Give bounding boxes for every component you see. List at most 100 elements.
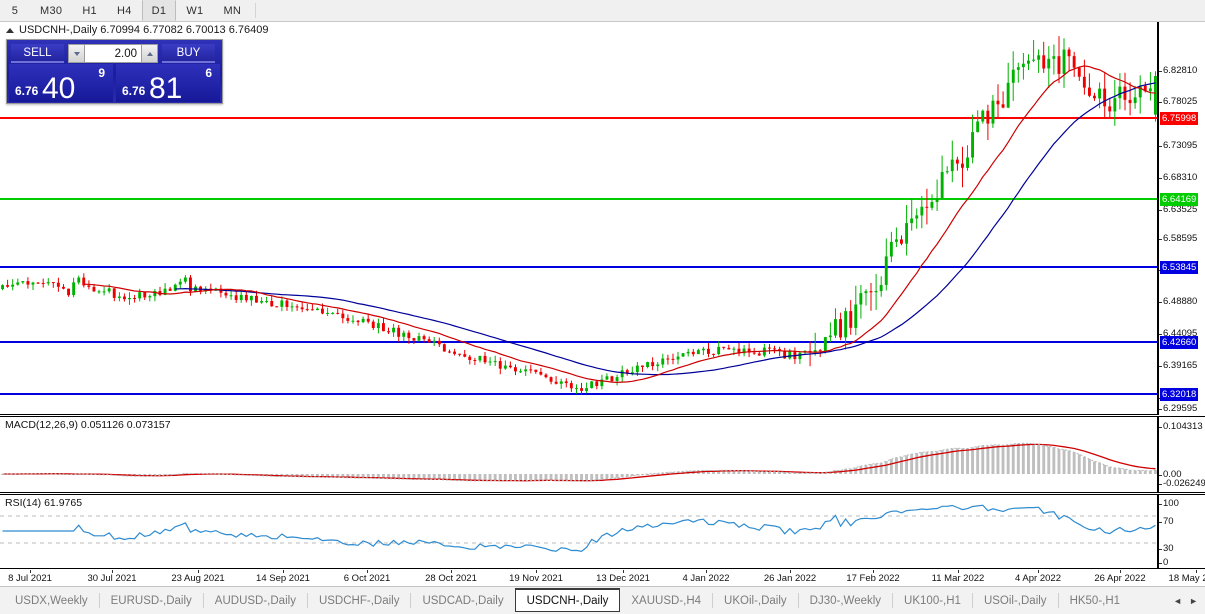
volume-increment-button[interactable] [141, 44, 158, 63]
price-tick: 6.78025 [1158, 96, 1198, 107]
chart-tab-usdx-weekly[interactable]: USDX,Weekly [15, 594, 88, 607]
sell-price-fraction: 9 [98, 66, 105, 80]
chart-tab-ukoil-daily[interactable]: UKOil-,Daily [724, 594, 787, 607]
buy-price-display[interactable]: 6.76 81 6 [116, 64, 220, 104]
triangle-left-icon[interactable]: ◄ [1173, 595, 1183, 606]
sell-button[interactable]: SELL [11, 44, 64, 63]
date-tick-label: 14 Sep 2021 [256, 573, 310, 584]
macd-series [1, 442, 1157, 482]
date-tick-label: 26 Apr 2022 [1094, 573, 1146, 584]
date-tick-mark [623, 570, 624, 573]
chart-tab-uk100-h1[interactable]: UK100-,H1 [904, 594, 961, 607]
date-tick-label: 30 Jul 2021 [87, 573, 137, 584]
rsi-tick: 0 [1158, 557, 1169, 568]
tab-divider [712, 593, 714, 608]
volume-decrement-button[interactable] [68, 44, 85, 63]
toolbar-divider [255, 3, 257, 18]
chart-tab-eurusd-daily[interactable]: EURUSD-,Daily [110, 594, 192, 607]
buy-price-prefix: 6.76 [122, 84, 146, 98]
chart-title-text: USDCNH-,Daily 6.70994 6.77082 6.70013 6.… [19, 24, 269, 36]
price-axis[interactable]: 6.82810 6.78025 6.73095 6.68310 6.63525 … [1158, 22, 1205, 415]
date-tick-label: 4 Jan 2022 [682, 573, 730, 584]
triangle-right-icon[interactable]: ► [1189, 595, 1198, 606]
buy-price-fraction: 6 [205, 66, 212, 80]
timeframe-button-h4[interactable]: H4 [116, 4, 132, 17]
timeframe-button-m30[interactable]: M30 [40, 4, 63, 17]
chart-tab-audusd-daily[interactable]: AUDUSD-,Daily [214, 594, 296, 607]
chart-tab-xauusd-h4[interactable]: XAUUSD-,H4 [631, 594, 702, 607]
timeframe-button-d1[interactable]: D1 [141, 0, 177, 21]
ma-fast-line [83, 65, 1156, 384]
chart-tab-usdcad-daily[interactable]: USDCAD-,Daily [422, 594, 504, 607]
date-tick-mark [1196, 570, 1197, 573]
chart-tab-dj30-weekly[interactable]: DJ30-,Weekly [809, 594, 882, 607]
collapse-triangle-icon[interactable] [6, 27, 14, 33]
sell-price-prefix: 6.76 [15, 84, 39, 98]
timeframe-button-w1[interactable]: W1 [186, 4, 204, 17]
level-line-3[interactable] [0, 393, 1157, 395]
chart-area: USDCNH-,Daily 6.70994 6.77082 6.70013 6.… [0, 22, 1205, 586]
date-tick-label: 18 May 2022 [1168, 573, 1205, 584]
date-tick-label: 23 Aug 2021 [171, 573, 225, 584]
level-line-support[interactable] [0, 198, 1157, 200]
date-tick-mark [1120, 570, 1121, 573]
trade-panel-controls: SELL 2.00 BUY [7, 40, 222, 64]
date-tick-mark [451, 570, 452, 573]
macd-pane[interactable]: MACD(12,26,9) 0.051126 0.073157 [0, 416, 1158, 493]
date-tick-mark [30, 570, 31, 573]
tab-divider [1057, 593, 1059, 608]
macd-main-line [2, 442, 1156, 482]
date-tick-label: 11 Mar 2022 [931, 573, 985, 584]
ma-slow-line [175, 82, 1156, 376]
date-tick-label: 26 Jan 2022 [763, 573, 817, 584]
one-click-trading-panel[interactable]: SELL 2.00 BUY 6.76 40 9 6.76 81 6 [6, 39, 223, 104]
caret-down-icon [73, 51, 80, 56]
level-line-1[interactable] [0, 266, 1157, 268]
volume-input[interactable]: 2.00 [85, 44, 141, 63]
tab-divider [202, 593, 204, 608]
tab-divider [892, 593, 894, 608]
date-tick-mark [367, 570, 368, 573]
price-tick: 6.44095 [1158, 328, 1198, 339]
date-tick-mark [873, 570, 874, 573]
price-tick: 6.29595 [1158, 403, 1198, 414]
date-axis[interactable]: 8 Jul 2021 30 Jul 2021 23 Aug 2021 14 Sep 2… [0, 570, 1205, 586]
price-tick: 6.58595 [1158, 233, 1198, 244]
level-price-label-1: 6.53845 [1160, 261, 1199, 274]
level-line-resistance[interactable] [0, 117, 1157, 119]
level-line-2[interactable] [0, 341, 1157, 343]
date-tick-label: 17 Feb 2022 [846, 573, 900, 584]
chart-tab-usdcnh-daily[interactable]: USDCNH-,Daily [514, 588, 621, 612]
chart-tab-usdchf-daily[interactable]: USDCHF-,Daily [318, 594, 400, 607]
caret-up-icon [146, 51, 153, 56]
level-price-label-2: 6.42660 [1160, 336, 1199, 349]
support-price-label: 6.64169 [1160, 193, 1199, 206]
date-tick-mark [958, 570, 959, 573]
date-tick-mark [536, 570, 537, 573]
tab-divider [98, 593, 100, 608]
buy-button[interactable]: BUY [162, 44, 215, 63]
macd-title: MACD(12,26,9) 0.051126 0.073157 [5, 419, 171, 431]
sell-price-display[interactable]: 6.76 40 9 [9, 64, 113, 104]
date-tick-label: 28 Oct 2021 [425, 573, 477, 584]
timeframe-button-m5[interactable]: 5 [11, 4, 19, 17]
chart-tab-hk50-h1[interactable]: HK50-,H1 [1069, 594, 1121, 607]
rsi-line [2, 504, 1156, 553]
date-tick-label: 19 Nov 2021 [509, 573, 563, 584]
rsi-pane[interactable]: RSI(14) 61.9765 [0, 494, 1158, 569]
candlestick-series [1, 36, 1157, 395]
timeframe-button-mn[interactable]: MN [223, 4, 242, 17]
timeframe-button-h1[interactable]: H1 [82, 4, 97, 17]
date-tick-label: 13 Dec 2021 [596, 573, 650, 584]
price-tick: 6.73095 [1158, 140, 1198, 151]
price-tick: 6.68310 [1158, 172, 1198, 183]
tab-divider [797, 593, 799, 608]
level-price-label-3: 6.32018 [1160, 388, 1199, 401]
date-tick-label: 4 Apr 2022 [1015, 573, 1061, 584]
chart-tab-bar: USDX,Weekly EURUSD-,Daily AUDUSD-,Daily USD… [0, 586, 1205, 614]
date-tick-mark [1038, 570, 1039, 573]
date-tick-mark [198, 570, 199, 573]
macd-tick: -0.026249 [1159, 478, 1205, 489]
chart-tab-usoil-daily[interactable]: USOil-,Daily [983, 594, 1047, 607]
